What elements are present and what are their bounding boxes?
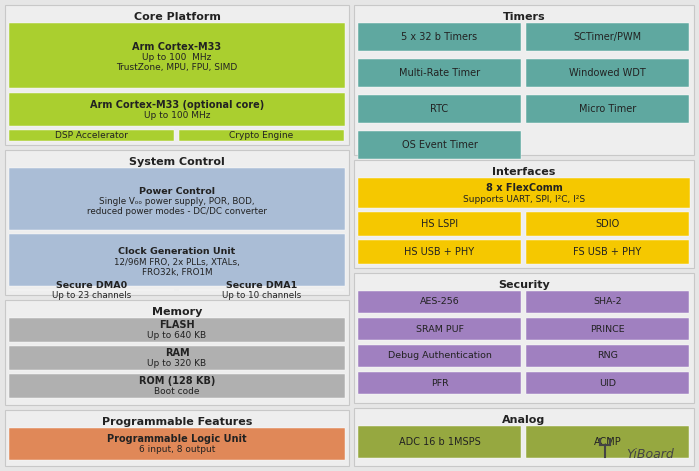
Text: Secure DMA0: Secure DMA0: [56, 281, 127, 290]
Text: HS LSPI: HS LSPI: [421, 219, 458, 229]
Bar: [526, 291, 689, 313]
Bar: [9, 374, 345, 398]
Text: SDIO: SDIO: [596, 219, 619, 229]
Text: Up to 320 KB: Up to 320 KB: [147, 359, 207, 368]
Bar: [526, 345, 689, 367]
Bar: [9, 168, 345, 230]
Text: Single Vₒₒ power supply, POR, BOD,: Single Vₒₒ power supply, POR, BOD,: [99, 196, 254, 205]
Bar: [526, 59, 689, 87]
Text: PFR: PFR: [431, 379, 448, 388]
Text: ACMP: ACMP: [593, 437, 621, 447]
Bar: [526, 372, 689, 394]
Text: Analog: Analog: [503, 415, 546, 425]
Bar: [358, 23, 521, 51]
Bar: [526, 240, 689, 264]
Bar: [526, 426, 689, 458]
Text: Up to 100 MHz: Up to 100 MHz: [144, 111, 210, 120]
Text: RAM: RAM: [165, 348, 189, 358]
Text: Crypto Engine: Crypto Engine: [229, 131, 294, 140]
Text: PRINCE: PRINCE: [590, 325, 625, 333]
Bar: [358, 212, 521, 236]
Text: TrustZone, MPU, FPU, SIMD: TrustZone, MPU, FPU, SIMD: [116, 63, 238, 72]
Bar: [9, 234, 345, 286]
Bar: [526, 212, 689, 236]
Text: FS USB + PHY: FS USB + PHY: [573, 247, 642, 257]
Text: SCTimer/PWM: SCTimer/PWM: [573, 32, 642, 42]
Text: Secure DMA1: Secure DMA1: [226, 281, 297, 290]
Bar: [9, 23, 345, 88]
Text: System Control: System Control: [129, 157, 225, 167]
Text: AES-256: AES-256: [419, 298, 459, 307]
Bar: [354, 5, 694, 155]
Text: YiBoard: YiBoard: [626, 448, 674, 462]
Text: RTC: RTC: [431, 104, 449, 114]
Text: 6 input, 8 output: 6 input, 8 output: [139, 446, 215, 455]
Bar: [354, 160, 694, 268]
Text: Programmable Logic Unit: Programmable Logic Unit: [107, 434, 247, 444]
Text: Programmable Features: Programmable Features: [102, 417, 252, 427]
Text: FLASH: FLASH: [159, 320, 195, 330]
Text: Windowed WDT: Windowed WDT: [569, 68, 646, 78]
Text: Arm Cortex-M33 (optional core): Arm Cortex-M33 (optional core): [90, 99, 264, 109]
Text: Micro Timer: Micro Timer: [579, 104, 636, 114]
Bar: [9, 318, 345, 342]
Text: Up to 10 channels: Up to 10 channels: [222, 292, 301, 300]
Text: Multi-Rate Timer: Multi-Rate Timer: [399, 68, 480, 78]
Bar: [358, 240, 521, 264]
Text: ROM (128 KB): ROM (128 KB): [139, 376, 215, 386]
Text: Debug Authentication: Debug Authentication: [387, 351, 491, 360]
Bar: [358, 426, 521, 458]
Bar: [526, 318, 689, 340]
Text: Up to 23 channels: Up to 23 channels: [52, 292, 131, 300]
Bar: [358, 59, 521, 87]
Text: OS Event Timer: OS Event Timer: [401, 140, 477, 150]
Text: ADC 16 b 1MSPS: ADC 16 b 1MSPS: [398, 437, 480, 447]
Text: SHA-2: SHA-2: [593, 298, 622, 307]
Bar: [358, 95, 521, 123]
Text: Core Platform: Core Platform: [134, 12, 220, 22]
Text: DSP Accelerator: DSP Accelerator: [55, 131, 128, 140]
Bar: [354, 408, 694, 466]
Text: Interfaces: Interfaces: [492, 167, 556, 177]
Text: UID: UID: [599, 379, 616, 388]
Bar: [526, 95, 689, 123]
Bar: [358, 318, 521, 340]
Bar: [358, 372, 521, 394]
Text: HS USB + PHY: HS USB + PHY: [405, 247, 475, 257]
Text: Memory: Memory: [152, 307, 202, 317]
Bar: [9, 346, 345, 370]
Bar: [9, 428, 345, 460]
Bar: [358, 291, 521, 313]
Text: reduced power modes - DC/DC converter: reduced power modes - DC/DC converter: [87, 206, 267, 216]
Text: FRO32k, FRO1M: FRO32k, FRO1M: [142, 268, 212, 276]
Bar: [354, 273, 694, 403]
Bar: [5, 300, 349, 405]
Bar: [179, 130, 344, 141]
Bar: [9, 130, 174, 141]
Text: Timers: Timers: [503, 12, 545, 22]
Text: RNG: RNG: [597, 351, 618, 360]
Text: Security: Security: [498, 280, 550, 290]
Bar: [5, 5, 349, 145]
Text: Power Control: Power Control: [139, 187, 215, 195]
Text: 5 x 32 b Timers: 5 x 32 b Timers: [401, 32, 477, 42]
Text: SRAM PUF: SRAM PUF: [415, 325, 463, 333]
Text: Boot code: Boot code: [154, 388, 200, 397]
Bar: [358, 345, 521, 367]
Text: Supports UART, SPI, I²C, I²S: Supports UART, SPI, I²C, I²S: [463, 195, 585, 203]
Bar: [526, 23, 689, 51]
Bar: [9, 93, 345, 126]
Text: Clock Generation Unit: Clock Generation Unit: [118, 247, 236, 257]
Text: Up to 100  MHz: Up to 100 MHz: [143, 53, 212, 62]
Bar: [5, 150, 349, 295]
Text: 8 x FlexComm: 8 x FlexComm: [486, 183, 563, 193]
Bar: [5, 410, 349, 466]
Text: Arm Cortex-M33: Arm Cortex-M33: [132, 42, 222, 52]
Text: 12/96M FRO, 2x PLLs, XTALs,: 12/96M FRO, 2x PLLs, XTALs,: [114, 258, 240, 267]
Text: Up to 640 KB: Up to 640 KB: [147, 332, 207, 341]
Bar: [358, 131, 521, 159]
Bar: [358, 178, 690, 208]
